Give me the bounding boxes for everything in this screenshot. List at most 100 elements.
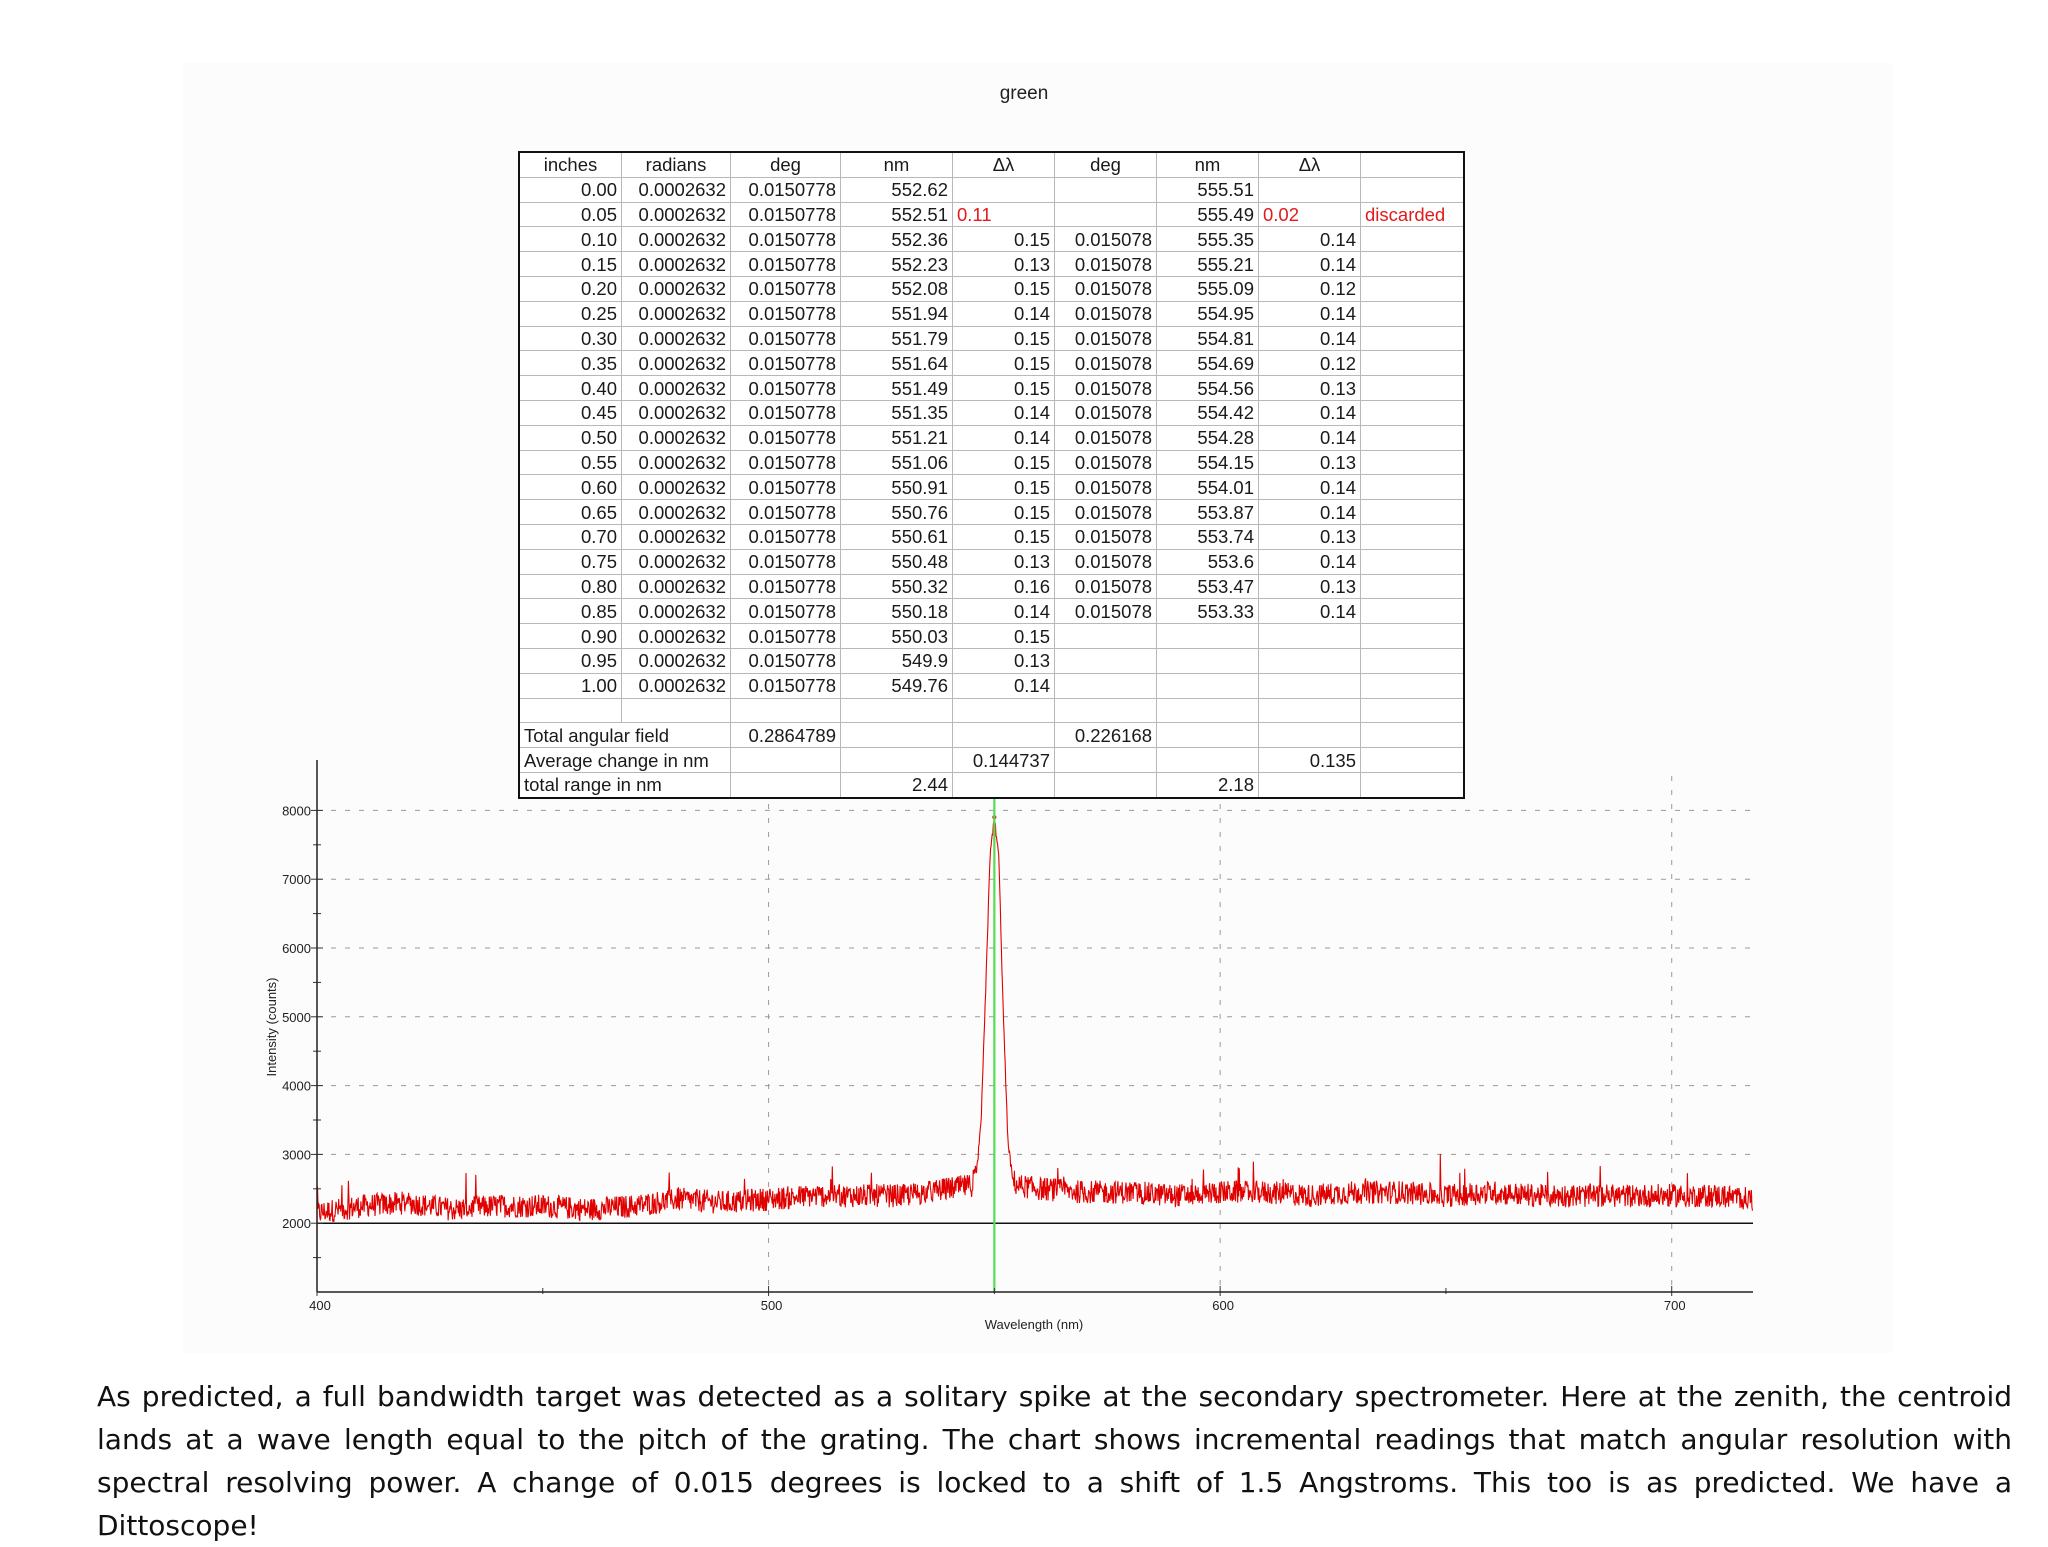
table-header-cell: inches bbox=[518, 151, 622, 178]
spectrum-series-line bbox=[316, 816, 1754, 1279]
data-table: inches radians deg nm Δλ deg nm Δλ 0.00 0.000263… bbox=[518, 151, 1465, 799]
table-cell: 0.0002632 bbox=[621, 399, 731, 426]
table-cell: 555.09 bbox=[1156, 275, 1259, 302]
table-cell: 0.015078 bbox=[1054, 251, 1157, 277]
table-cell: 0.13 bbox=[952, 548, 1055, 575]
table-cell: 552.62 bbox=[840, 176, 953, 203]
summary-cell bbox=[1360, 771, 1465, 799]
table-cell: 0.015078 bbox=[1054, 548, 1157, 575]
table-cell: 0.0002632 bbox=[621, 598, 731, 625]
table-header-cell: deg bbox=[1054, 151, 1157, 178]
table-row: 0.70 0.0002632 0.0150778 550.61 0.15 0.015078… bbox=[518, 523, 1465, 550]
summary-cell: 0.2864789 bbox=[730, 722, 841, 749]
summary-cell: 2.44 bbox=[840, 771, 953, 799]
table-cell: 0.14 bbox=[952, 598, 1055, 625]
table-cell bbox=[1258, 176, 1361, 203]
table-row: 0.05 0.0002632 0.0150778 552.51 0.11 555.49 0.… bbox=[518, 201, 1465, 228]
table-header-cell: deg bbox=[730, 151, 841, 178]
table-cell bbox=[1156, 647, 1259, 674]
table-cell bbox=[730, 697, 841, 724]
table-cell: 0.30 bbox=[518, 325, 622, 352]
table-cell: 0.0002632 bbox=[621, 226, 731, 253]
y-tick-label: 4000 bbox=[282, 1079, 311, 1094]
table-cell: 0.50 bbox=[518, 424, 622, 451]
table-cell: 0.00 bbox=[518, 176, 622, 203]
table-cell bbox=[1258, 647, 1361, 674]
grid-lines bbox=[317, 776, 1753, 1292]
table-cell: 0.15 bbox=[952, 275, 1055, 302]
table-cell: 554.95 bbox=[1156, 300, 1259, 327]
x-tick-label: 400 bbox=[309, 1298, 331, 1313]
table-row bbox=[518, 697, 1465, 724]
summary-row: Average change in nm 0.144737 0.135 bbox=[518, 747, 1465, 773]
summary-cell bbox=[840, 747, 953, 773]
table-cell bbox=[1360, 399, 1465, 426]
table-header-cell: nm bbox=[1156, 151, 1259, 178]
table-cell: 0.0150778 bbox=[730, 672, 841, 699]
table-cell bbox=[1360, 176, 1465, 203]
table-cell: 0.15 bbox=[952, 623, 1055, 649]
table-cell: 0.95 bbox=[518, 647, 622, 674]
summary-cell bbox=[1258, 722, 1361, 749]
table-cell bbox=[1360, 275, 1465, 302]
table-cell: 555.49 bbox=[1156, 201, 1259, 228]
table-body: 0.00 0.0002632 0.0150778 552.62 555.51 0.05 0.… bbox=[518, 176, 1465, 799]
table-cell: 552.08 bbox=[840, 275, 953, 302]
table-cell: 0.0002632 bbox=[621, 623, 731, 649]
table-cell: 0.0150778 bbox=[730, 449, 841, 476]
table-row: 0.40 0.0002632 0.0150778 551.49 0.15 0.015078… bbox=[518, 375, 1465, 401]
table-cell: 0.20 bbox=[518, 275, 622, 302]
table-row: 0.95 0.0002632 0.0150778 549.9 0.13 bbox=[518, 647, 1465, 674]
table-cell: 553.87 bbox=[1156, 499, 1259, 525]
table-cell: 551.35 bbox=[840, 399, 953, 426]
summary-cell: 0.135 bbox=[1258, 747, 1361, 773]
table-cell bbox=[1054, 697, 1157, 724]
table-cell: 0.0002632 bbox=[621, 523, 731, 550]
table-cell: 0.0150778 bbox=[730, 201, 841, 228]
summary-row: total range in nm 2.44 2.18 bbox=[518, 771, 1465, 799]
table-cell: 0.14 bbox=[1258, 399, 1361, 426]
table-cell: 0.0002632 bbox=[621, 573, 731, 600]
table-cell: 0.14 bbox=[1258, 300, 1361, 327]
table-cell: 550.91 bbox=[840, 474, 953, 501]
table-cell: 554.81 bbox=[1156, 325, 1259, 352]
table-cell: 553.74 bbox=[1156, 523, 1259, 550]
table-cell: 0.0150778 bbox=[730, 375, 841, 401]
table-cell: 0.0150778 bbox=[730, 350, 841, 377]
table-header-cell: Δλ bbox=[1258, 151, 1361, 178]
x-axis-label: Wavelength (nm) bbox=[985, 1317, 1084, 1332]
table-cell: 554.15 bbox=[1156, 449, 1259, 476]
table-cell: 0.13 bbox=[1258, 449, 1361, 476]
table-cell: 0.0150778 bbox=[730, 598, 841, 625]
table-cell: 0.14 bbox=[1258, 424, 1361, 451]
table-row: 0.45 0.0002632 0.0150778 551.35 0.14 0.015078… bbox=[518, 399, 1465, 426]
series-group bbox=[316, 815, 1754, 1279]
y-tick-label: 8000 bbox=[282, 803, 311, 818]
table-cell: 553.47 bbox=[1156, 573, 1259, 600]
caption: As predicted, a full bandwidth target wa… bbox=[97, 1380, 2012, 1542]
table-cell: 554.28 bbox=[1156, 424, 1259, 451]
table-cell bbox=[1054, 647, 1157, 674]
table-cell: 0.80 bbox=[518, 573, 622, 600]
table-cell bbox=[1360, 300, 1465, 327]
table-cell: 0.015078 bbox=[1054, 226, 1157, 253]
summary-cell: total range in nm bbox=[518, 771, 731, 799]
table-cell bbox=[1054, 623, 1157, 649]
x-tick-label: 600 bbox=[1212, 1298, 1234, 1313]
table-cell: 0.14 bbox=[1258, 325, 1361, 352]
table-cell: 0.015078 bbox=[1054, 325, 1157, 352]
table-header-row: inches radians deg nm Δλ deg nm Δλ bbox=[518, 151, 1465, 178]
table-cell: 0.0002632 bbox=[621, 449, 731, 476]
table-cell: 555.51 bbox=[1156, 176, 1259, 203]
table-cell: 553.6 bbox=[1156, 548, 1259, 575]
summary-cell bbox=[1360, 722, 1465, 749]
table-cell: 0.75 bbox=[518, 548, 622, 575]
table-cell: 0.14 bbox=[1258, 598, 1361, 625]
table-cell bbox=[1360, 251, 1465, 277]
summary-cell bbox=[1258, 771, 1361, 799]
table-row: 0.65 0.0002632 0.0150778 550.76 0.15 0.015078… bbox=[518, 499, 1465, 525]
table-cell: 0.0150778 bbox=[730, 647, 841, 674]
table-cell: 0.12 bbox=[1258, 275, 1361, 302]
table-row: 0.85 0.0002632 0.0150778 550.18 0.14 0.015078… bbox=[518, 598, 1465, 625]
summary-cell bbox=[730, 771, 841, 799]
